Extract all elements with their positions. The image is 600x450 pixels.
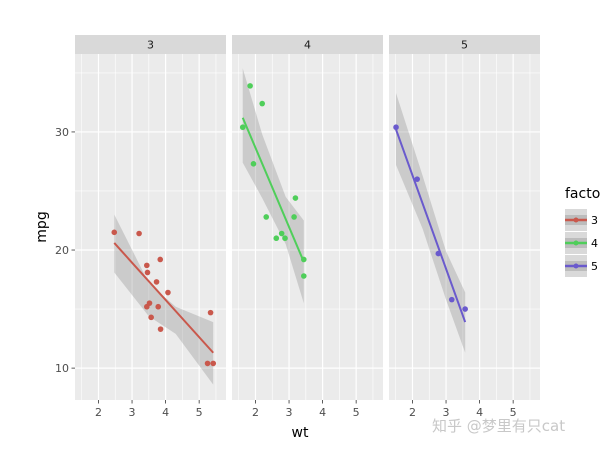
watermark-text: 知乎 @梦里有只cat xyxy=(432,417,565,435)
x-tick-label: 2 xyxy=(409,406,416,419)
x-tick-label: 5 xyxy=(353,406,360,419)
facet-strip xyxy=(389,35,540,54)
data-point xyxy=(165,289,171,296)
x-tick-label: 3 xyxy=(286,406,293,419)
facet-panel-4: 4 xyxy=(232,35,383,400)
fit-line-4 xyxy=(241,117,305,263)
data-point xyxy=(393,124,399,131)
axes: 2 3 4 5 2 3 4 5 2 3 4 5 10 20 30 wt mpg xyxy=(34,126,517,441)
panel-background xyxy=(75,54,226,400)
x-tick-label: 5 xyxy=(510,406,517,419)
data-point xyxy=(448,296,455,303)
facet-strip xyxy=(75,35,226,54)
legend-key-point xyxy=(573,240,579,246)
fit-line-5 xyxy=(395,129,467,323)
data-point xyxy=(157,256,164,263)
x-tick-label: 3 xyxy=(443,406,450,419)
data-point xyxy=(259,100,266,107)
legend-label: 4 xyxy=(591,237,598,250)
facet-panel-3: 3 xyxy=(75,35,226,400)
x-tick-label: 2 xyxy=(252,406,259,419)
x-tick-label: 3 xyxy=(129,406,136,419)
fit-line-3 xyxy=(113,242,214,354)
confidence-band-3 xyxy=(114,214,214,385)
data-point xyxy=(144,269,151,276)
data-point xyxy=(136,230,142,237)
legend-title: factor(gear) xyxy=(565,186,600,202)
x-axis-title: wt xyxy=(292,425,309,441)
data-point xyxy=(250,161,257,167)
confidence-band-4 xyxy=(242,68,304,304)
facet-strip-label: 5 xyxy=(461,39,468,52)
data-point xyxy=(301,273,307,279)
data-point xyxy=(207,309,214,316)
x-tick-label: 4 xyxy=(319,406,326,419)
data-point xyxy=(291,214,297,220)
facet-strip-label: 4 xyxy=(304,39,311,52)
x-tick-label: 2 xyxy=(95,406,102,419)
legend: factor(gear) 3 4 5 xyxy=(565,186,600,277)
legend-key-point xyxy=(573,263,579,269)
data-point xyxy=(462,306,468,312)
data-point xyxy=(239,124,246,131)
data-point xyxy=(273,235,280,242)
legend-key-point xyxy=(573,217,579,223)
legend-label: 5 xyxy=(591,260,598,273)
panel-background xyxy=(232,54,383,400)
y-tick-label: 10 xyxy=(55,362,69,375)
y-tick-label: 20 xyxy=(55,244,69,257)
data-point xyxy=(414,176,420,182)
data-point xyxy=(247,83,253,89)
data-point xyxy=(153,279,160,285)
facet-strip-label: 3 xyxy=(147,39,154,52)
data-point xyxy=(282,235,288,242)
panel-background xyxy=(389,54,540,400)
data-point xyxy=(111,229,118,236)
data-point xyxy=(292,195,299,201)
y-axis-title: mpg xyxy=(34,211,50,242)
data-point xyxy=(263,214,270,220)
data-point xyxy=(278,230,285,237)
data-point xyxy=(204,360,211,367)
facet-strip xyxy=(232,35,383,54)
data-point xyxy=(144,262,150,269)
facet-panels: 3 4 5 xyxy=(75,35,540,400)
x-tick-label: 5 xyxy=(196,406,203,419)
data-point xyxy=(146,300,153,306)
facet-panel-5: 5 xyxy=(389,35,540,400)
data-point xyxy=(148,314,154,321)
x-tick-label: 4 xyxy=(476,406,483,419)
data-point xyxy=(155,303,162,310)
legend-entry-5: 5 xyxy=(565,255,598,277)
data-point xyxy=(301,256,307,263)
data-point xyxy=(210,360,217,367)
data-point xyxy=(435,250,442,257)
x-tick-label: 4 xyxy=(162,406,169,419)
y-tick-label: 30 xyxy=(55,126,69,139)
data-point xyxy=(157,326,164,332)
legend-entry-4: 4 xyxy=(565,232,598,254)
legend-entry-3: 3 xyxy=(565,209,598,231)
legend-label: 3 xyxy=(591,214,598,227)
